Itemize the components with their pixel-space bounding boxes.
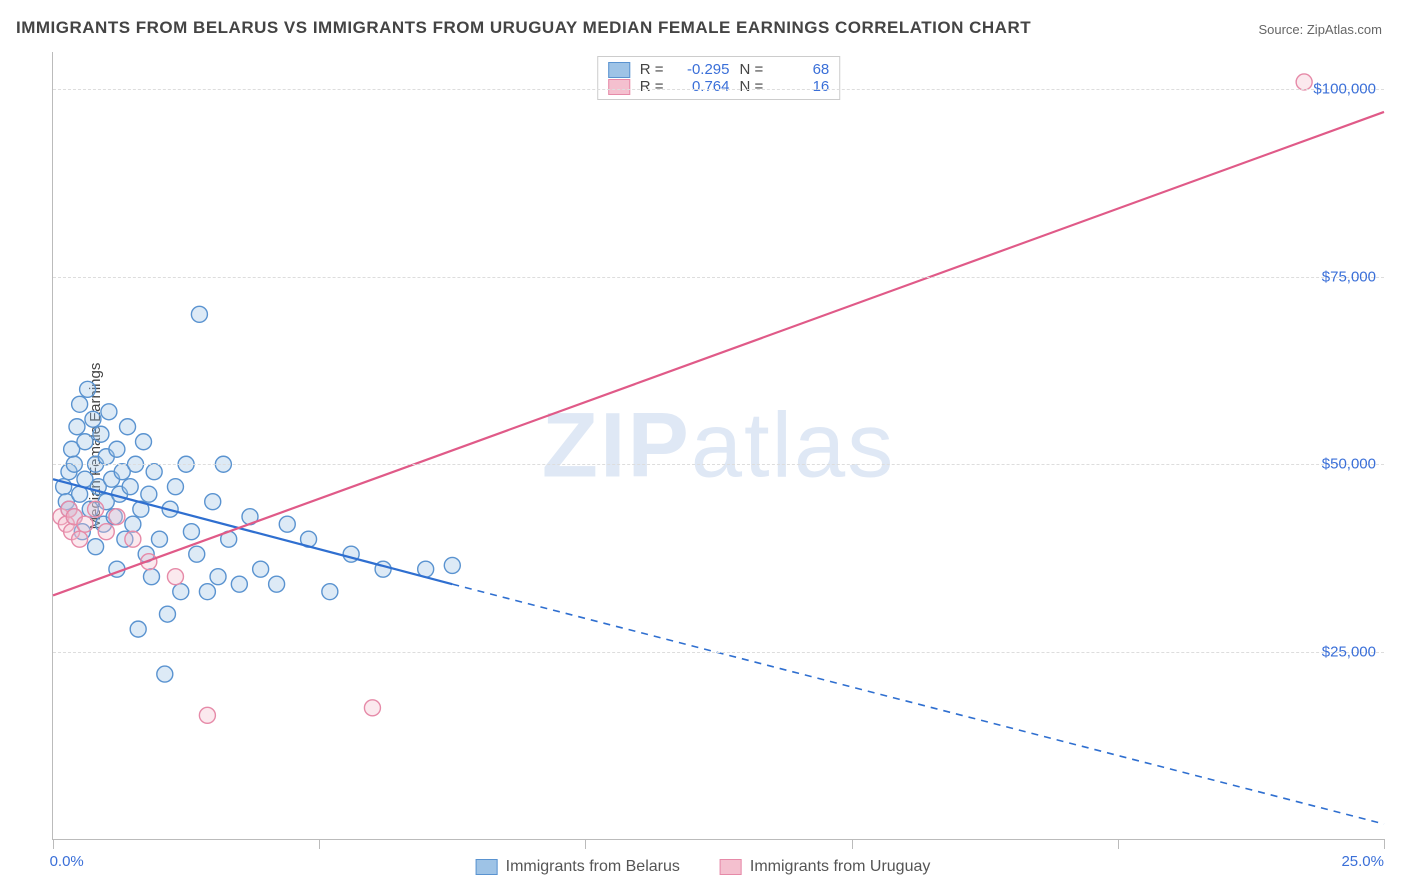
source-label: Source: — [1258, 22, 1306, 37]
legend-label-uruguay: Immigrants from Uruguay — [750, 858, 931, 876]
data-point — [269, 576, 285, 592]
data-point — [98, 524, 114, 540]
data-point — [159, 606, 175, 622]
data-point — [1296, 74, 1312, 90]
data-point — [77, 434, 93, 450]
data-point — [72, 396, 88, 412]
data-point — [80, 381, 96, 397]
x-tick-label: 0.0% — [50, 853, 84, 870]
swatch-belarus-icon — [476, 859, 498, 875]
data-point — [109, 441, 125, 457]
data-point — [130, 621, 146, 637]
data-point — [136, 434, 152, 450]
legend-item-belarus: Immigrants from Belarus — [476, 858, 680, 876]
data-point — [199, 707, 215, 723]
swatch-uruguay — [608, 79, 630, 95]
data-point — [231, 576, 247, 592]
data-point — [69, 419, 85, 435]
data-point — [279, 516, 295, 532]
r-value-uruguay: 0.764 — [674, 78, 730, 95]
data-point — [191, 306, 207, 322]
regression-line — [53, 112, 1384, 595]
legend-row-uruguay: R = 0.764 N = 16 — [608, 78, 830, 95]
data-point — [173, 584, 189, 600]
plot-area: ZIPatlas R = -0.295 N = 68 R = 0.764 N =… — [52, 52, 1384, 840]
data-point — [101, 404, 117, 420]
legend-item-uruguay: Immigrants from Uruguay — [720, 858, 931, 876]
data-point — [120, 419, 136, 435]
data-point — [205, 494, 221, 510]
data-point — [167, 479, 183, 495]
r-value-belarus: -0.295 — [674, 61, 730, 78]
legend-label-belarus: Immigrants from Belarus — [506, 858, 680, 876]
series-legend: Immigrants from Belarus Immigrants from … — [476, 858, 931, 876]
data-point — [167, 569, 183, 585]
n-label: N = — [740, 61, 764, 78]
x-tick-label: 25.0% — [1341, 853, 1384, 870]
chart-title: IMMIGRANTS FROM BELARUS VS IMMIGRANTS FR… — [16, 18, 1031, 38]
y-tick-label: $100,000 — [1313, 81, 1376, 98]
source-value: ZipAtlas.com — [1307, 22, 1382, 37]
data-point — [183, 524, 199, 540]
data-point — [199, 584, 215, 600]
data-point — [88, 501, 104, 517]
data-point — [322, 584, 338, 600]
correlation-legend: R = -0.295 N = 68 R = 0.764 N = 16 — [597, 56, 841, 100]
data-point — [253, 561, 269, 577]
y-tick-label: $25,000 — [1322, 643, 1376, 660]
swatch-uruguay-icon — [720, 859, 742, 875]
data-point — [364, 700, 380, 716]
data-point — [88, 539, 104, 555]
data-point — [444, 557, 460, 573]
regression-line-extrapolated — [452, 584, 1384, 824]
data-point — [72, 531, 88, 547]
y-tick-label: $75,000 — [1322, 268, 1376, 285]
n-label: N = — [740, 78, 764, 95]
y-tick-label: $50,000 — [1322, 456, 1376, 473]
r-label: R = — [640, 78, 664, 95]
data-point — [85, 411, 101, 427]
data-point — [151, 531, 167, 547]
legend-row-belarus: R = -0.295 N = 68 — [608, 61, 830, 78]
data-point — [109, 509, 125, 525]
data-point — [146, 464, 162, 480]
source-attribution: Source: ZipAtlas.com — [1258, 22, 1382, 37]
data-point — [143, 569, 159, 585]
data-point — [93, 426, 109, 442]
data-point — [189, 546, 205, 562]
data-point — [77, 516, 93, 532]
chart-svg — [53, 52, 1384, 839]
data-point — [125, 516, 141, 532]
data-point — [210, 569, 226, 585]
r-label: R = — [640, 61, 664, 78]
swatch-belarus — [608, 62, 630, 78]
n-value-uruguay: 16 — [773, 78, 829, 95]
data-point — [122, 479, 138, 495]
data-point — [125, 531, 141, 547]
data-point — [157, 666, 173, 682]
n-value-belarus: 68 — [773, 61, 829, 78]
data-point — [141, 486, 157, 502]
